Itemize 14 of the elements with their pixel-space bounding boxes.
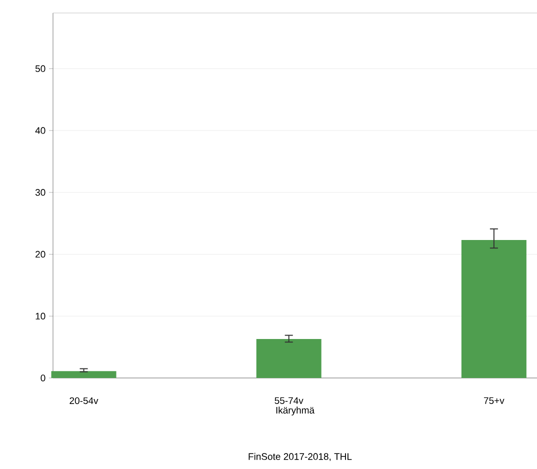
y-tick-label: 50	[35, 65, 46, 72]
x-tick-label: 20-54v	[70, 397, 98, 404]
x-axis-title: Ikäryhmä	[276, 406, 315, 416]
text: FinSote 2017-2018, THL	[248, 452, 352, 462]
y-tick-label: 20	[36, 250, 46, 258]
y-tick-label: 40	[35, 127, 46, 134]
x-tick-label: 75+v	[484, 397, 504, 404]
bar	[51, 371, 116, 378]
bar	[256, 339, 322, 378]
x-tick-label: 55-74v	[274, 397, 304, 404]
y-tick-label: 0	[40, 374, 46, 382]
y-tick-label: 30	[35, 189, 46, 196]
bar	[461, 240, 526, 378]
y-tick-label: 10	[36, 312, 46, 320]
